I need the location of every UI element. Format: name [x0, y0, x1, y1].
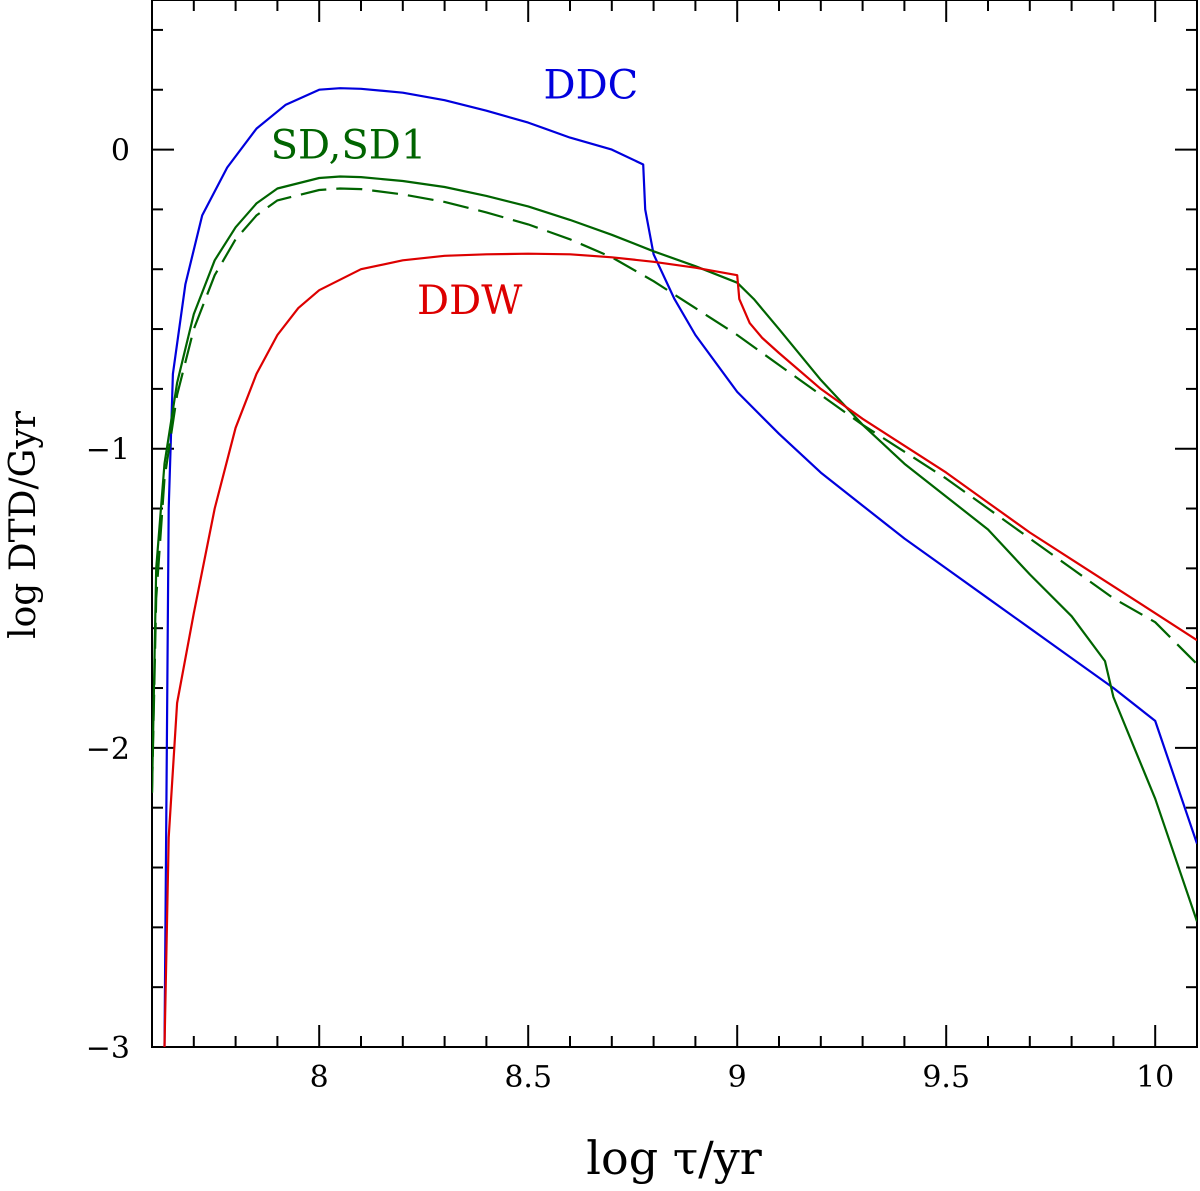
series-annotation: DDC — [544, 63, 639, 109]
axis-ticks — [151, 0, 1198, 1048]
x-axis-label: log τ/yr — [586, 1131, 761, 1185]
x-tick-label: 10 — [1136, 1060, 1174, 1095]
series-line-ddw — [163, 252, 1197, 1047]
tick-labels: 8 8.5 9 9.5 10 0 −1 −2 −3 — [86, 134, 1175, 1095]
y-tick-label: −3 — [86, 1031, 130, 1066]
series-annotation: SD,SD1 — [271, 123, 427, 169]
y-tick-label: −2 — [86, 732, 130, 767]
plot-frame — [151, 0, 1198, 1048]
x-tick-label: 8 — [310, 1060, 329, 1095]
y-tick-label: 0 — [111, 134, 130, 169]
x-tick-label: 9.5 — [922, 1060, 970, 1095]
annotation-layer: DDC SD,SD1 DDW — [271, 63, 639, 324]
x-tick-label: 8.5 — [504, 1060, 552, 1095]
series-line-sd1 — [152, 187, 1197, 793]
series-line-sd — [152, 175, 1197, 922]
y-tick-label: −1 — [86, 433, 130, 468]
series-annotation: DDW — [417, 278, 522, 324]
y-axis-label: log DTD/Gyr — [3, 410, 44, 639]
series-layer — [152, 87, 1197, 1047]
series-line-ddc — [163, 87, 1197, 1047]
x-tick-label: 9 — [728, 1060, 747, 1095]
